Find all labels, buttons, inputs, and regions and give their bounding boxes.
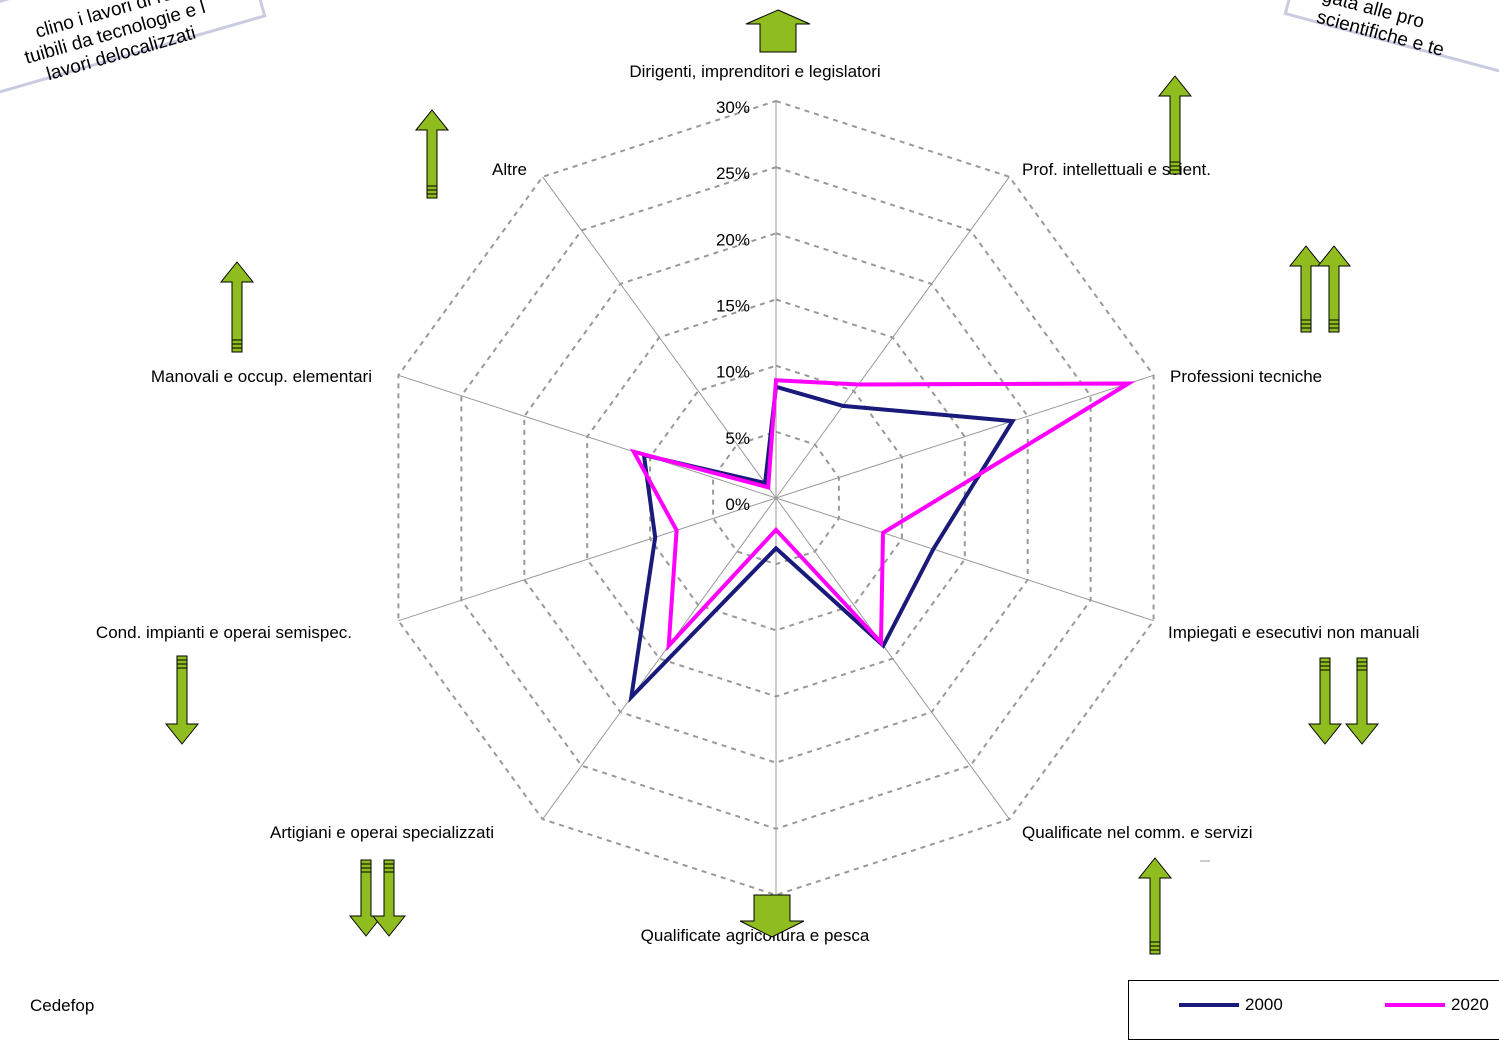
category-label: Manovali e occup. elementari bbox=[151, 367, 372, 386]
spoke-8 bbox=[398, 374, 777, 499]
trend-arrow-qualificate-comm-icon bbox=[1137, 857, 1173, 955]
trend-arrows bbox=[164, 9, 1380, 955]
legend-label-2000: 2000 bbox=[1245, 995, 1283, 1014]
category-label: Altre bbox=[492, 160, 527, 179]
chart-legend: 2000 2020 bbox=[1128, 980, 1499, 1040]
legend-item-2020: 2020 bbox=[1385, 995, 1489, 1015]
category-label: Prof. intellettuali e scient. bbox=[1022, 160, 1211, 179]
trend-arrow-dirigenti-icon bbox=[745, 9, 811, 53]
grid-ring-30 bbox=[397, 99, 1155, 897]
trend-arrow-impiegati-b-icon bbox=[1344, 657, 1380, 745]
trend-arrow-tecniche-a-icon bbox=[1288, 245, 1324, 333]
trend-arrow-impiegati-a-icon bbox=[1307, 657, 1343, 745]
tick-label: 30% bbox=[716, 98, 750, 117]
tick-label: 25% bbox=[716, 164, 750, 183]
trend-arrow-prof-intellettuali-icon bbox=[1157, 75, 1193, 175]
trend-arrow-manovali-icon bbox=[219, 261, 255, 353]
trend-arrow-artigiani-b-icon bbox=[371, 859, 407, 937]
spoke-1 bbox=[775, 176, 1010, 499]
tick-label: 15% bbox=[716, 297, 750, 316]
trend-arrow-tecniche-b-icon bbox=[1316, 245, 1352, 333]
category-label: Professioni tecniche bbox=[1170, 367, 1322, 386]
category-labels: Dirigenti, imprenditori e legislatori Pro… bbox=[96, 62, 1419, 945]
spoke-2 bbox=[775, 374, 1154, 499]
legend-label-2020: 2020 bbox=[1451, 995, 1489, 1014]
grid-ring-20 bbox=[523, 232, 1029, 764]
category-label: Impiegati e esecutivi non manuali bbox=[1168, 623, 1419, 642]
category-label: Qualificate nel comm. e servizi bbox=[1022, 823, 1253, 842]
spoke-6 bbox=[542, 497, 777, 820]
tick-label: 0% bbox=[725, 495, 750, 514]
legend-swatch-2020 bbox=[1385, 1003, 1445, 1007]
category-label: Cond. impianti e operai semispec. bbox=[96, 623, 352, 642]
category-label: Dirigenti, imprenditori e legislatori bbox=[629, 62, 880, 81]
category-label: Qualificate agricoltura e pesca bbox=[641, 926, 870, 945]
legend-swatch-2000 bbox=[1179, 1003, 1239, 1007]
spoke-3 bbox=[775, 497, 1154, 622]
tick-label: 20% bbox=[716, 230, 750, 249]
radar-series bbox=[628, 378, 1136, 703]
category-label: Artigiani e operai specializzati bbox=[270, 823, 494, 842]
series-line-2020 bbox=[629, 378, 1136, 652]
spoke-9 bbox=[542, 176, 777, 499]
spoke-7 bbox=[398, 497, 777, 622]
spoke-4 bbox=[775, 497, 1010, 820]
trend-arrow-agricoltura-icon bbox=[739, 894, 805, 938]
radar-grid bbox=[397, 99, 1155, 897]
trend-arrow-altre-icon bbox=[414, 109, 450, 199]
grid-ring-10 bbox=[649, 364, 903, 632]
trend-arrow-artigiani-a-icon bbox=[348, 859, 384, 937]
legend-item-2000: 2000 bbox=[1179, 995, 1283, 1015]
tick-label: 5% bbox=[725, 429, 750, 448]
radial-tick-labels: 0% 5% 10% 15% 20% 25% 30% bbox=[716, 98, 750, 514]
tick-label: 10% bbox=[716, 363, 750, 382]
trend-arrow-cond-impianti-icon bbox=[164, 655, 200, 745]
source-label: Cedefop bbox=[30, 996, 95, 1015]
